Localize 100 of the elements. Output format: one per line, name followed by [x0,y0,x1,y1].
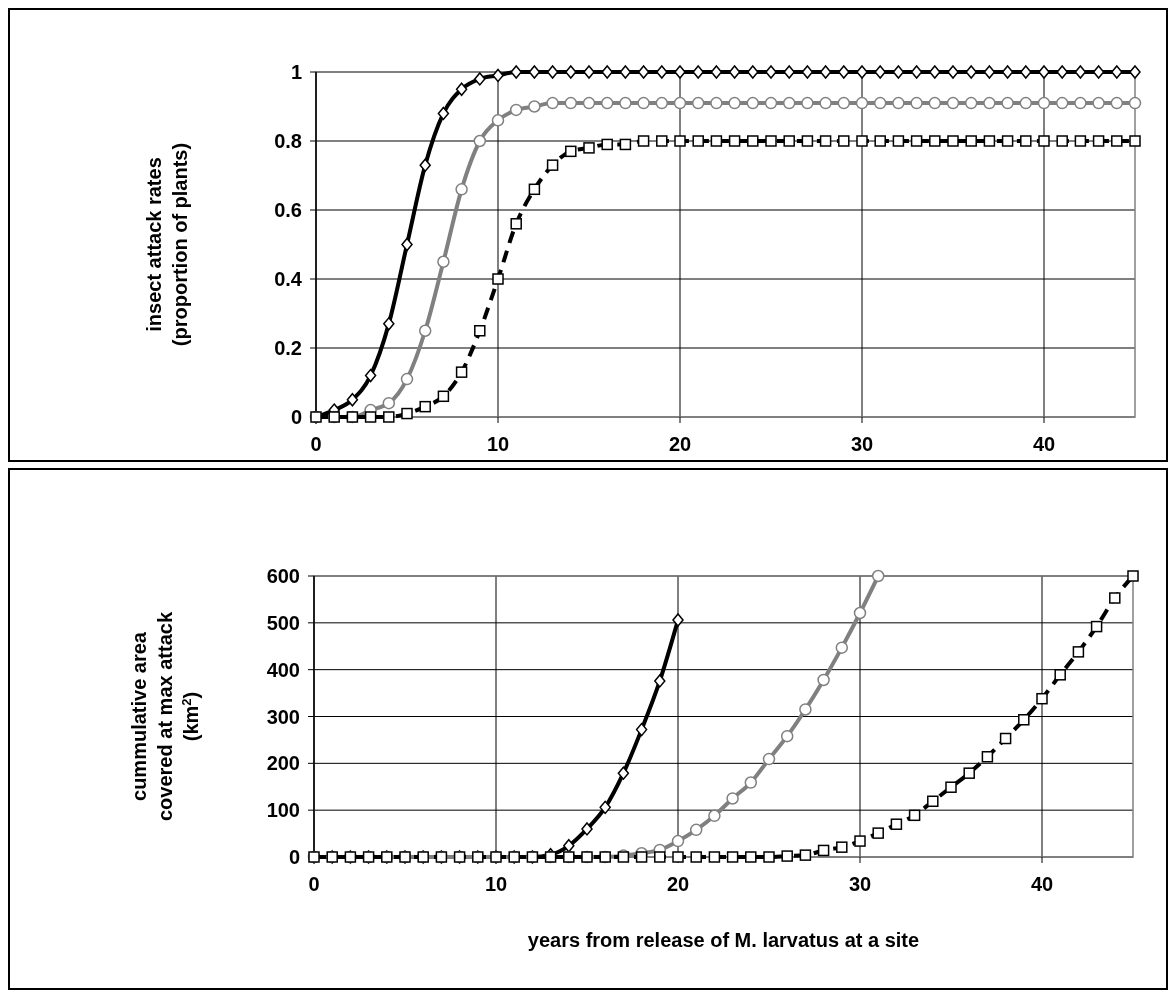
point [801,96,814,110]
point [654,851,666,863]
point [1072,646,1085,658]
x-tick-label: 20 [668,433,692,455]
point [728,135,741,147]
point [691,96,705,110]
point [710,65,723,79]
point [981,751,994,763]
y-tick-label: 0.2 [274,337,302,359]
y-tick-label: 600 [266,565,300,587]
point [744,776,758,789]
point [581,822,593,836]
point [1074,65,1087,79]
y-tick-label: 100 [266,799,300,822]
point [1074,96,1087,110]
point [401,407,413,420]
point [819,65,832,79]
point [1020,65,1032,79]
point [546,65,559,79]
point [582,96,596,110]
point [1090,620,1103,633]
point [856,65,868,79]
point [674,135,686,147]
point [419,158,431,172]
point [364,411,377,423]
point [983,96,996,110]
point [746,96,760,110]
point [637,96,650,110]
point [619,138,632,151]
x-tick-label: 10 [484,873,508,895]
point [583,65,595,79]
y-tick-label: 300 [266,705,300,728]
y-tick-label: 0.6 [274,199,302,221]
point [817,844,830,857]
point [892,65,905,79]
point [401,237,413,252]
x-tick-label: 0 [308,873,320,895]
point [1001,65,1014,79]
point [947,65,959,79]
point [563,839,575,853]
point [1036,692,1048,705]
point [983,65,996,79]
point [965,135,977,147]
point [983,135,996,147]
point [382,396,396,410]
x-tick-label: 40 [1030,873,1054,895]
point [765,65,777,79]
y-tick-label: 0 [288,846,300,868]
point [780,729,794,743]
point [762,752,776,766]
point [819,135,832,147]
point [928,96,942,110]
point [491,114,505,127]
point [890,818,903,830]
point [783,65,795,79]
point [437,106,450,121]
point [910,96,923,110]
point [801,65,814,79]
point [1092,135,1105,147]
point [747,65,759,79]
point [817,673,830,687]
point [673,96,687,110]
point [600,96,614,110]
point [726,792,739,805]
x-axis-title: years from release of M. larvatus at a site [527,929,920,951]
point [383,317,395,331]
point [1001,135,1014,147]
point [492,273,504,285]
x-tick-label: 10 [486,433,510,455]
point [1018,714,1030,726]
y-axis-title: insect attack rates (proportion of plants) [143,142,191,347]
point [929,135,941,147]
y-tick-label: 0.4 [274,268,303,290]
point [710,135,723,147]
y-tick-label: 200 [266,752,300,775]
point [656,65,668,79]
point [1110,96,1124,110]
point [528,100,541,113]
point [692,135,704,147]
point [910,135,923,147]
point [873,96,887,110]
point [346,393,359,407]
y-tick-label: 500 [266,611,300,634]
point [455,82,468,96]
point [437,255,450,268]
point [708,851,721,863]
point [745,851,757,863]
point [437,390,450,403]
x-tick-label: 0 [310,433,322,455]
point [655,96,669,110]
point [601,138,613,151]
point [455,183,468,196]
point [1129,135,1141,147]
point [619,65,632,79]
point [781,850,793,862]
point [819,96,832,110]
point [1055,96,1069,110]
point [637,135,650,147]
point [1038,135,1050,147]
point [765,135,777,147]
